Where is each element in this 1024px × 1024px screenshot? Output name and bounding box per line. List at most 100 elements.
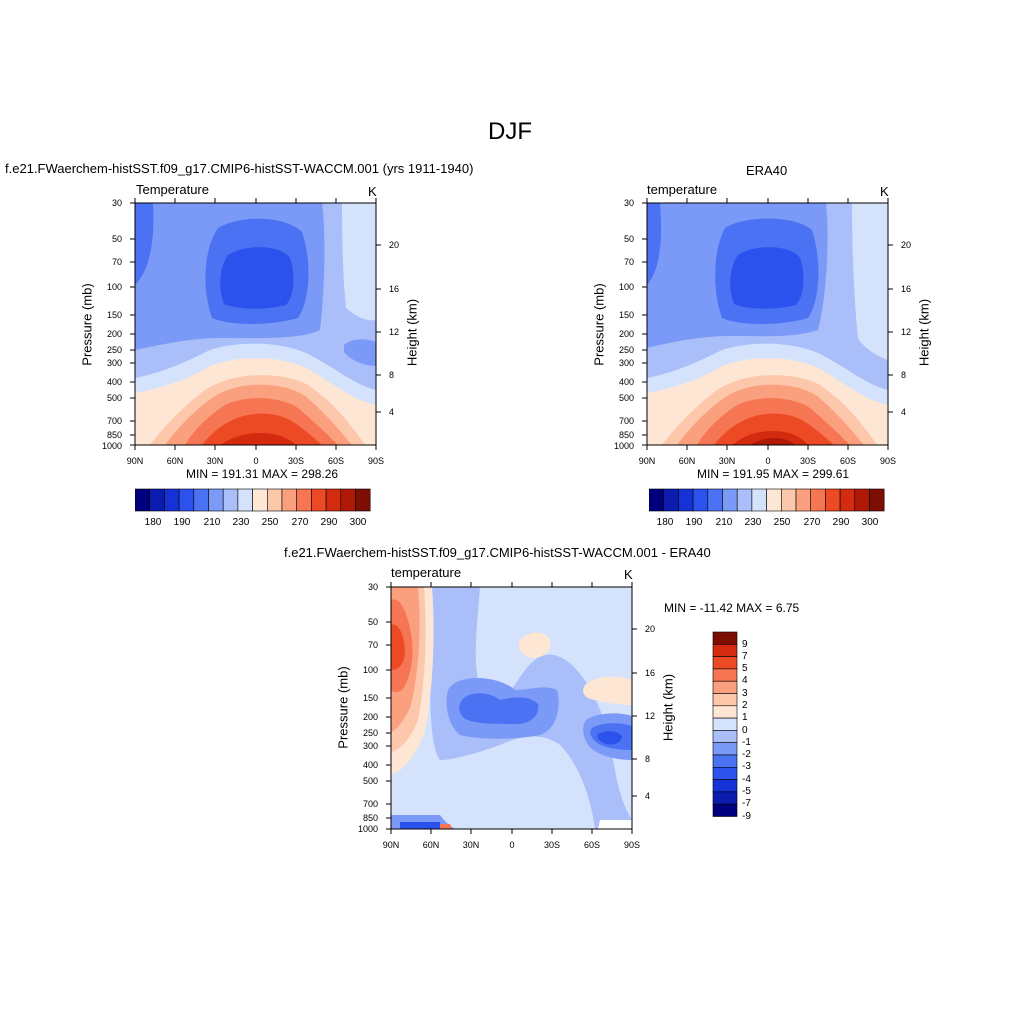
model-ytick-7: 300 bbox=[107, 358, 122, 368]
diff-cb-label-10: -3 bbox=[742, 761, 751, 772]
diff-ytick-5: 200 bbox=[363, 712, 378, 722]
era40-contour-plot: 90N 60N 30N 0 30S 60S 90S 30 50 70 100 1… bbox=[614, 198, 911, 465]
era40-ylabel-right: Height (km) bbox=[916, 298, 932, 367]
model-colorbar-swatch-5 bbox=[208, 488, 224, 512]
model-colorbar-swatch-15 bbox=[355, 488, 371, 512]
era40-plot-title-left: temperature bbox=[647, 182, 718, 197]
diff-ytick-3: 100 bbox=[363, 665, 378, 675]
model-cb-label-6: 290 bbox=[321, 517, 338, 528]
model-ylabel: Pressure (mb) bbox=[79, 283, 95, 366]
diff-cb-label-5: 2 bbox=[742, 700, 748, 711]
diff-cb-label-11: -4 bbox=[742, 774, 751, 785]
diff-ytick-9: 500 bbox=[363, 776, 378, 786]
era40-xtick-3: 0 bbox=[765, 456, 770, 465]
diff-cb-label-13: -7 bbox=[742, 798, 751, 809]
diff-ylabel: Pressure (mb) bbox=[335, 666, 351, 749]
model-rtick-12: 12 bbox=[389, 327, 399, 337]
era40-ytick-9: 500 bbox=[619, 393, 634, 403]
model-xtick-6: 90S bbox=[368, 456, 384, 465]
model-ylabel-right: Height (km) bbox=[404, 298, 420, 367]
model-rtick-8: 8 bbox=[389, 370, 394, 380]
era40-colorbar: 180 190 210 230 250 270 290 300 bbox=[649, 488, 885, 528]
diff-ytick-10: 700 bbox=[363, 799, 378, 809]
model-colorbar-swatches bbox=[135, 488, 371, 512]
diff-ytick-4: 150 bbox=[363, 693, 378, 703]
model-colorbar-swatch-7 bbox=[237, 488, 253, 512]
diff-colorbar-swatch-13 bbox=[712, 791, 738, 805]
figure-title: DJF bbox=[488, 118, 532, 145]
diff-rtick-12: 12 bbox=[645, 711, 655, 721]
era40-colorbar-swatch-3 bbox=[692, 488, 709, 512]
model-y-tick-labels: 30 50 70 100 150 200 250 300 400 500 700… bbox=[102, 198, 122, 451]
diff-rtick-16: 16 bbox=[645, 668, 655, 678]
era40-ytick-11: 850 bbox=[619, 430, 634, 440]
diff-cb-label-12: -5 bbox=[742, 786, 751, 797]
model-contour-fill bbox=[135, 203, 376, 445]
model-ytick-10: 700 bbox=[107, 416, 122, 426]
model-colorbar-swatch-14 bbox=[340, 488, 356, 512]
model-ytick-2: 70 bbox=[112, 257, 122, 267]
model-plot-units: K bbox=[368, 184, 377, 199]
diff-colorbar-swatch-4 bbox=[712, 680, 738, 694]
model-panel-title: f.e21.FWaerchem-histSST.f09_g17.CMIP6-hi… bbox=[5, 161, 474, 176]
era40-colorbar-swatch-15 bbox=[869, 488, 885, 512]
era40-plot-units: K bbox=[880, 184, 889, 199]
model-colorbar: 180 190 210 230 250 270 290 300 bbox=[135, 488, 371, 528]
era40-ytick-1: 50 bbox=[624, 234, 634, 244]
model-rtick-4: 4 bbox=[389, 407, 394, 417]
diff-cb-label-4: 3 bbox=[742, 688, 748, 699]
diff-colorbar-swatch-12 bbox=[712, 779, 738, 793]
model-colorbar-swatch-4 bbox=[193, 488, 209, 512]
diff-y-right-tick-labels: 4 8 12 16 20 bbox=[645, 624, 655, 801]
model-ytick-11: 850 bbox=[107, 430, 122, 440]
era40-ytick-4: 150 bbox=[619, 310, 634, 320]
model-xtick-3: 0 bbox=[253, 456, 258, 465]
era40-colorbar-swatch-13 bbox=[839, 488, 856, 512]
era40-colorbar-swatch-8 bbox=[766, 488, 782, 512]
era40-cb-label-2: 210 bbox=[716, 517, 733, 528]
era40-xtick-0: 90N bbox=[639, 456, 656, 465]
diff-colorbar-swatch-6 bbox=[712, 705, 738, 719]
model-colorbar-swatch-12 bbox=[311, 488, 327, 512]
era40-ylabel: Pressure (mb) bbox=[591, 283, 607, 366]
era40-cb-label-4: 250 bbox=[774, 517, 791, 528]
model-xtick-5: 60S bbox=[328, 456, 344, 465]
era40-rtick-20: 20 bbox=[901, 240, 911, 250]
diff-ytick-6: 250 bbox=[363, 728, 378, 738]
diff-xtick-2: 30N bbox=[463, 840, 480, 850]
model-stats: MIN = 191.31 MAX = 298.26 bbox=[186, 467, 339, 481]
diff-xtick-3: 0 bbox=[509, 840, 514, 850]
diff-xtick-6: 90S bbox=[624, 840, 640, 850]
era40-colorbar-swatch-10 bbox=[795, 488, 811, 512]
model-xtick-1: 60N bbox=[167, 456, 184, 465]
diff-ylabel-right: Height (km) bbox=[660, 673, 676, 742]
model-colorbar-swatch-11 bbox=[296, 488, 312, 512]
model-ytick-5: 200 bbox=[107, 329, 122, 339]
era40-panel-title: ERA40 bbox=[746, 163, 788, 178]
model-cb-label-5: 270 bbox=[292, 517, 309, 528]
model-colorbar-swatch-10 bbox=[281, 488, 297, 512]
era40-rtick-4: 4 bbox=[901, 407, 906, 417]
era40-colorbar-swatch-4 bbox=[707, 488, 723, 512]
era40-xtick-4: 30S bbox=[800, 456, 816, 465]
diff-panel-title: f.e21.FWaerchem-histSST.f09_g17.CMIP6-hi… bbox=[284, 545, 711, 560]
diff-ytick-2: 70 bbox=[368, 640, 378, 650]
diff-stats: MIN = -11.42 MAX = 6.75 bbox=[664, 601, 800, 615]
era40-cb-label-5: 270 bbox=[804, 517, 821, 528]
model-cb-label-4: 250 bbox=[262, 517, 279, 528]
diff-ytick-8: 400 bbox=[363, 760, 378, 770]
model-xtick-2: 30N bbox=[207, 456, 224, 465]
model-cb-label-2: 210 bbox=[204, 517, 221, 528]
era40-colorbar-swatch-9 bbox=[781, 488, 797, 512]
era40-colorbar-swatch-5 bbox=[722, 488, 738, 512]
diff-rtick-20: 20 bbox=[645, 624, 655, 634]
diff-cb-label-2: 5 bbox=[742, 663, 748, 674]
era40-cb-label-3: 230 bbox=[745, 517, 762, 528]
era40-ytick-12: 1000 bbox=[614, 441, 634, 451]
model-contour-plot: 90N 60N 30N 0 30S 60S 90S 30 50 70 100 1… bbox=[102, 198, 399, 465]
era40-rtick-8: 8 bbox=[901, 370, 906, 380]
diff-colorbar-swatch-14 bbox=[712, 803, 738, 817]
model-ytick-1: 50 bbox=[112, 234, 122, 244]
diff-cb-label-1: 7 bbox=[742, 651, 748, 662]
diff-colorbar-swatch-2 bbox=[712, 656, 738, 670]
